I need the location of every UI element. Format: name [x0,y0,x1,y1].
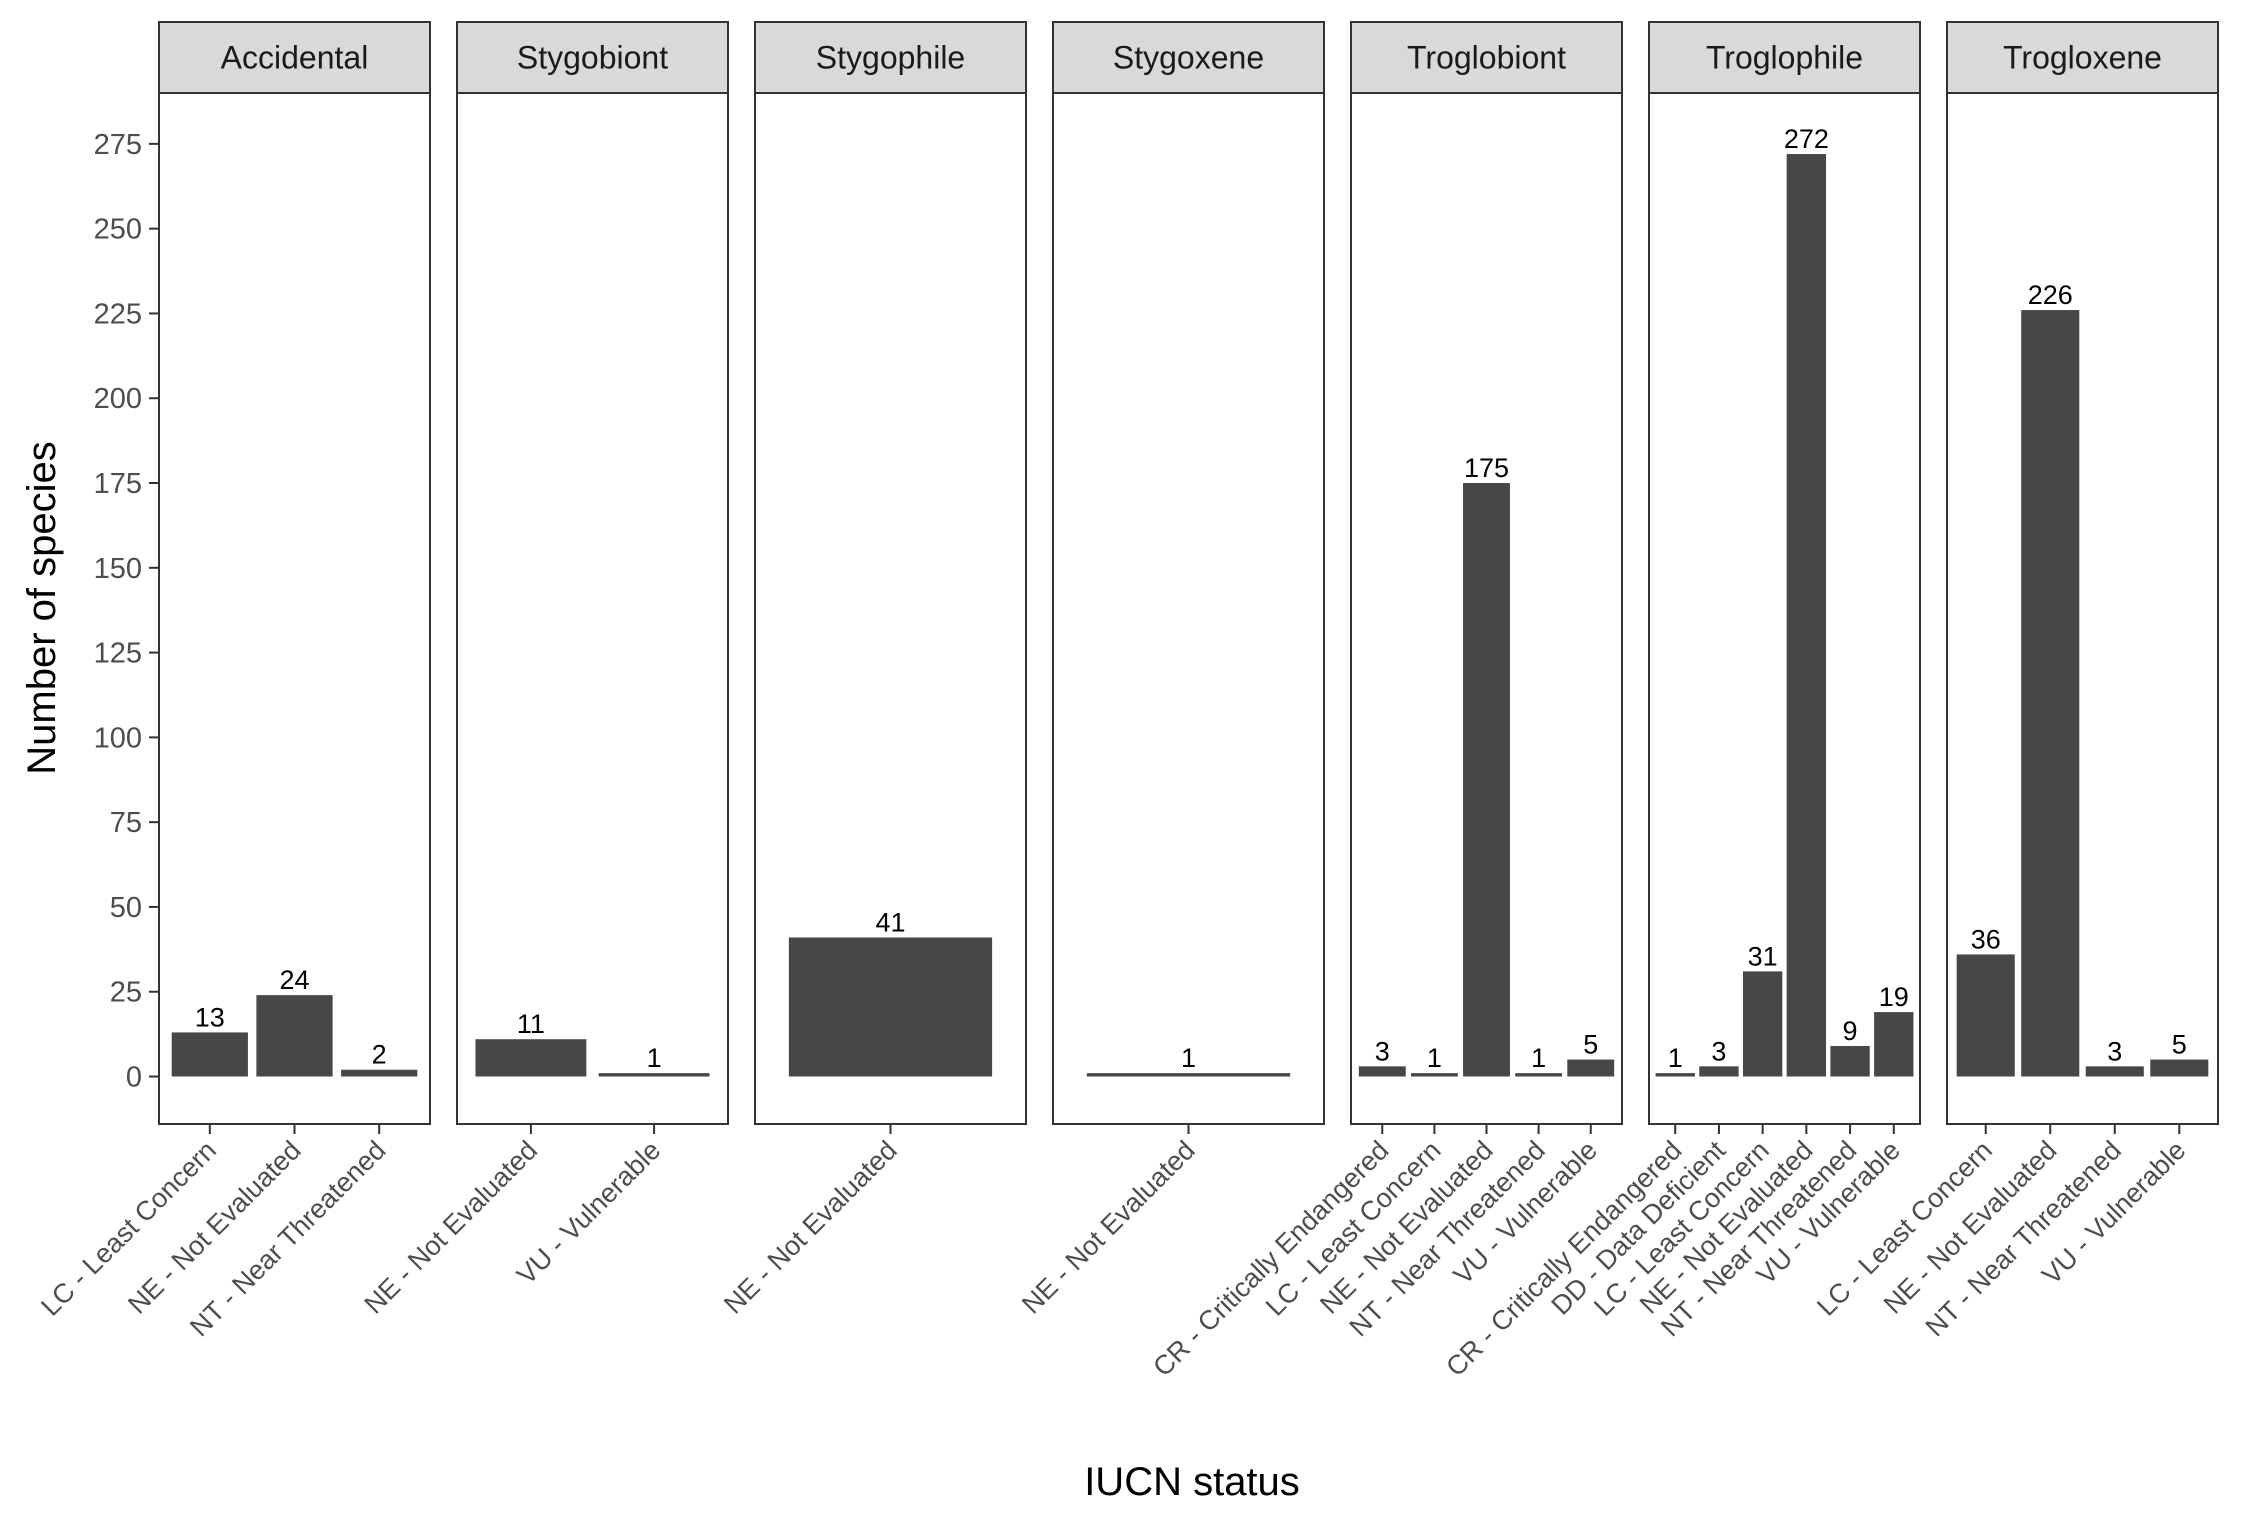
bar-value-label: 5 [2172,1030,2187,1060]
panel-border [1052,92,1325,1125]
panel-border [1350,92,1623,1125]
bar-value-label: 3 [1375,1036,1390,1066]
bar-value-label: 1 [647,1043,662,1073]
panel-border [1946,92,2219,1125]
bar [1699,1066,1739,1077]
bar-value-label: 226 [2028,280,2073,310]
bar-value-label: 24 [279,965,309,995]
bar-value-label: 1 [1668,1043,1683,1073]
facet-strip [1946,21,2219,94]
y-tick-label: 275 [94,129,142,161]
bar [788,937,993,1077]
facet-label: Trogloxene [2003,40,2162,76]
y-tick-label: 0 [126,1062,142,1094]
panel-background [457,93,728,1124]
bar-value-label: 272 [1784,124,1829,154]
bar-value-label: 2 [372,1040,387,1070]
bar [2021,310,2080,1077]
bar-value-label: 1 [1531,1043,1546,1073]
bar [1956,954,2015,1077]
facet-label: Accidental [221,40,369,76]
y-tick-label: 225 [94,298,142,330]
y-tick-label: 50 [110,892,142,924]
y-tick-label: 125 [94,638,142,670]
bar [1463,483,1510,1077]
panel-border [456,92,729,1125]
bar-value-label: 31 [1748,941,1778,971]
bar [1830,1045,1870,1077]
panel-background [159,93,430,1124]
bar [1742,971,1783,1077]
bar-value-label: 11 [517,1009,545,1039]
bar [1358,1066,1406,1077]
bar [475,1039,587,1077]
facet-strip [158,21,431,94]
bar-value-label: 13 [195,1002,225,1032]
bar-value-label: 9 [1843,1016,1858,1046]
panel-border [754,92,1027,1125]
y-tick-label: 75 [110,807,142,839]
facet-label: Stygoxene [1113,40,1264,76]
bar-value-label: 1 [1181,1043,1196,1073]
bar-value-label: 3 [1711,1036,1726,1066]
bar [1874,1012,1914,1077]
bar [2150,1059,2209,1077]
bar [171,1032,248,1077]
facet-strip [456,21,729,94]
bar [2085,1066,2144,1077]
y-axis-title: Number of species [20,441,64,774]
y-tick-label: 150 [94,553,142,585]
facet-label: Stygobiont [517,40,668,76]
facet-label: Troglophile [1706,40,1863,76]
y-tick-label: 100 [94,722,142,754]
y-tick-label: 250 [94,214,142,246]
bar-value-label: 3 [2107,1036,2122,1066]
bar-value-label: 5 [1583,1030,1598,1060]
y-tick-label: 175 [94,468,142,500]
y-axis: 0 25 50 75 100 125 150 175 200 225 250 275 [94,129,159,1094]
bar-value-label: 1 [1427,1043,1442,1073]
bar [1655,1073,1695,1077]
y-tick-label: 200 [94,383,142,415]
bar-value-label: 175 [1464,453,1509,483]
facet-label: Troglobiont [1407,40,1566,76]
bar [341,1069,418,1077]
bar [598,1073,710,1077]
bar-value-label: 36 [1971,924,2001,954]
x-axis-title: IUCN status [1084,1460,1300,1504]
bar [1515,1073,1563,1077]
bar [1786,154,1827,1077]
panel-border [1648,92,1921,1125]
bar [1086,1073,1291,1077]
panel-background [1053,93,1324,1124]
bar-value-label: 41 [875,907,905,937]
bar [1410,1073,1458,1077]
facet-strip [1648,21,1921,94]
bar [1567,1059,1615,1077]
panel-border [158,92,431,1125]
panel-background [1947,93,2218,1124]
y-tick-label: 25 [110,977,142,1009]
panel-background [1649,93,1920,1124]
bar [256,995,333,1077]
facet-label: Stygophile [816,40,965,76]
bar-value-label: 19 [1879,982,1909,1012]
